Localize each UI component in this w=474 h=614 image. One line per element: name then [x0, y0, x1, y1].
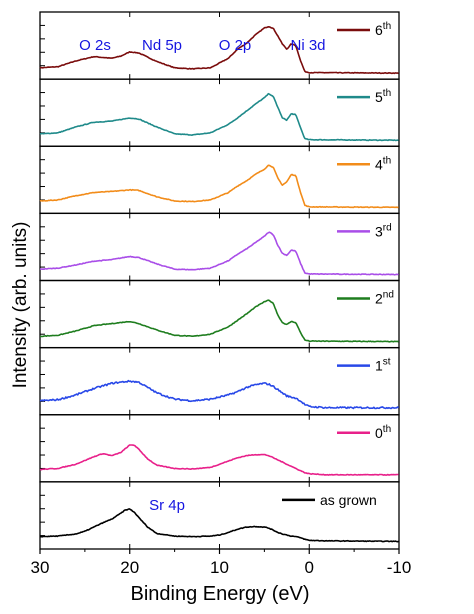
legend-label: 1st: [375, 357, 391, 374]
panel-frame: [39, 78, 400, 147]
x-tick-label: 20: [120, 558, 139, 577]
legend-label: 5th: [375, 88, 391, 105]
x-tick-label: 10: [210, 558, 229, 577]
peak-label: Ni 3d: [290, 37, 325, 54]
series-line: [39, 164, 399, 209]
panel-4th: 4th: [39, 145, 400, 215]
peak-labels: O 2s Nd 5p O 2p Ni 3d Sr 4p: [79, 37, 325, 514]
panel-as-grown: as grown: [39, 481, 400, 550]
y-axis-label: Intensity (arb. units): [10, 222, 31, 389]
panel-frame: [39, 279, 400, 349]
peak-label: Nd 5p: [142, 37, 182, 54]
legend-label: 0th: [375, 424, 391, 441]
panel-1st: 1st: [39, 346, 400, 416]
panel-5th: 5th: [39, 78, 400, 147]
series-line: [39, 26, 399, 75]
legend-label: 3rd: [375, 222, 392, 239]
series-line: [39, 508, 399, 543]
panel-frame: [39, 414, 400, 483]
peak-label: Sr 4p: [149, 497, 185, 514]
series-line: [39, 444, 399, 476]
x-tick-label: 0: [305, 558, 314, 577]
peak-label: O 2s: [79, 37, 111, 54]
x-tick-label: -10: [387, 558, 412, 577]
panel-frame: [39, 212, 400, 282]
x-tick-label: 30: [31, 558, 50, 577]
x-axis-label: Binding Energy (eV): [131, 583, 310, 605]
series-line: [39, 231, 399, 276]
legend-label: 4th: [375, 155, 391, 172]
panel-2nd: 2nd: [39, 279, 400, 349]
legend-label: 6th: [375, 21, 391, 38]
series-line: [39, 299, 399, 343]
legend-label: 2nd: [375, 290, 394, 307]
series-line: [39, 92, 399, 142]
panel-frame: [39, 346, 400, 416]
panel-frame: [39, 145, 400, 215]
x-axis: 30 20 10 0 -10: [31, 549, 412, 577]
panel-0th: 0th: [39, 414, 400, 483]
legend-label: as grown: [320, 492, 377, 508]
series-line: [39, 379, 400, 410]
peak-label: O 2p: [219, 37, 252, 54]
panel-3rd: 3rd: [39, 212, 400, 282]
